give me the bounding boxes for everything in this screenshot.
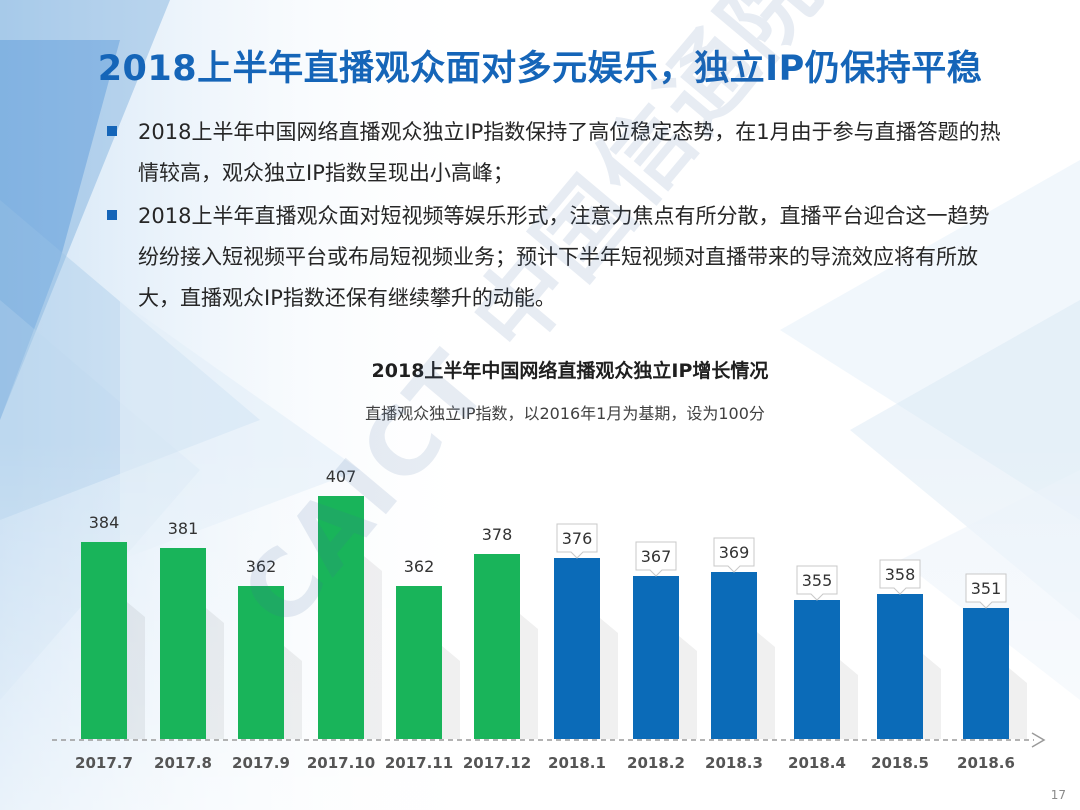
bar-2017.12 (474, 554, 520, 739)
value-label: 407 (326, 467, 357, 486)
value-label: 362 (246, 557, 277, 576)
category-label: 2018.1 (548, 754, 606, 772)
category-label: 2018.5 (871, 754, 929, 772)
bar-shadow (840, 660, 858, 739)
bar-2017.8 (160, 548, 206, 739)
page-number: 17 (1050, 788, 1066, 802)
bar-shadow (757, 632, 775, 739)
bar-shadow (127, 602, 145, 739)
value-callout-box (635, 541, 677, 577)
chart-title: 2018上半年中国网络直播观众独立IP增长情况 (371, 360, 769, 382)
value-label: 378 (482, 525, 513, 544)
bar-shadow (284, 646, 302, 739)
value-label: 351 (971, 579, 1002, 598)
bar-2018.3 (711, 572, 757, 739)
bar-2017.7 (81, 542, 127, 739)
bar-2018.4 (794, 600, 840, 739)
bullet-text: 2018上半年中国网络直播观众独立IP指数保持了高位稳定态势，在1月由于参与直播… (138, 120, 1001, 185)
value-callout-box (713, 537, 755, 573)
value-label: 358 (885, 565, 916, 584)
bar-2018.1 (554, 558, 600, 739)
bar-shadow (679, 636, 697, 739)
bar-2017.11 (396, 586, 442, 739)
bar-shadow (364, 556, 382, 739)
x-axis-arrow-icon (1031, 732, 1046, 748)
value-label: 355 (802, 571, 833, 590)
bar-shadow (600, 618, 618, 739)
value-callout-box (556, 523, 598, 559)
category-label: 2017.7 (75, 754, 133, 772)
bar-2017.9 (238, 586, 284, 739)
bar-shadow (1009, 668, 1027, 739)
slide-title: 2018上半年直播观众面对多元娱乐，独立IP仍保持平稳 (97, 49, 983, 89)
category-label: 2018.2 (627, 754, 685, 772)
value-label: 384 (89, 513, 120, 532)
category-label: 2017.11 (385, 754, 453, 772)
value-callout-box (965, 573, 1007, 609)
bullet-item: 2018上半年直播观众面对短视频等娱乐形式，注意力焦点有所分散，直播平台迎合这一… (104, 196, 1004, 319)
category-label: 2018.3 (705, 754, 763, 772)
category-label: 2018.6 (957, 754, 1015, 772)
bar-shadow (923, 654, 941, 739)
bar-shadow (442, 646, 460, 739)
value-label: 362 (404, 557, 435, 576)
category-label: 2017.12 (463, 754, 531, 772)
category-label: 2017.9 (232, 754, 290, 772)
bar-shadow (520, 614, 538, 739)
bullet-text: 2018上半年直播观众面对短视频等娱乐形式，注意力焦点有所分散，直播平台迎合这一… (138, 204, 990, 310)
bullet-list: 2018上半年中国网络直播观众独立IP指数保持了高位稳定态势，在1月由于参与直播… (104, 112, 1004, 319)
value-callout-box (796, 565, 838, 601)
chart-subtitle: 直播观众独立IP指数，以2016年1月为基期，设为100分 (365, 404, 765, 423)
bar-2018.2 (633, 576, 679, 739)
value-label: 367 (641, 547, 672, 566)
bar-2018.6 (963, 608, 1009, 739)
category-label: 2017.8 (154, 754, 212, 772)
bar-2017.10 (318, 496, 364, 739)
value-label: 381 (168, 519, 199, 538)
value-label: 376 (562, 529, 593, 548)
category-label: 2018.4 (788, 754, 846, 772)
bullet-item: 2018上半年中国网络直播观众独立IP指数保持了高位稳定态势，在1月由于参与直播… (104, 112, 1004, 194)
value-callout-box (879, 559, 921, 595)
bar-2018.5 (877, 594, 923, 739)
category-label: 2017.10 (307, 754, 375, 772)
value-label: 369 (719, 543, 750, 562)
bar-shadow (206, 608, 224, 739)
square-bullet-icon (107, 210, 117, 220)
square-bullet-icon (107, 126, 117, 136)
